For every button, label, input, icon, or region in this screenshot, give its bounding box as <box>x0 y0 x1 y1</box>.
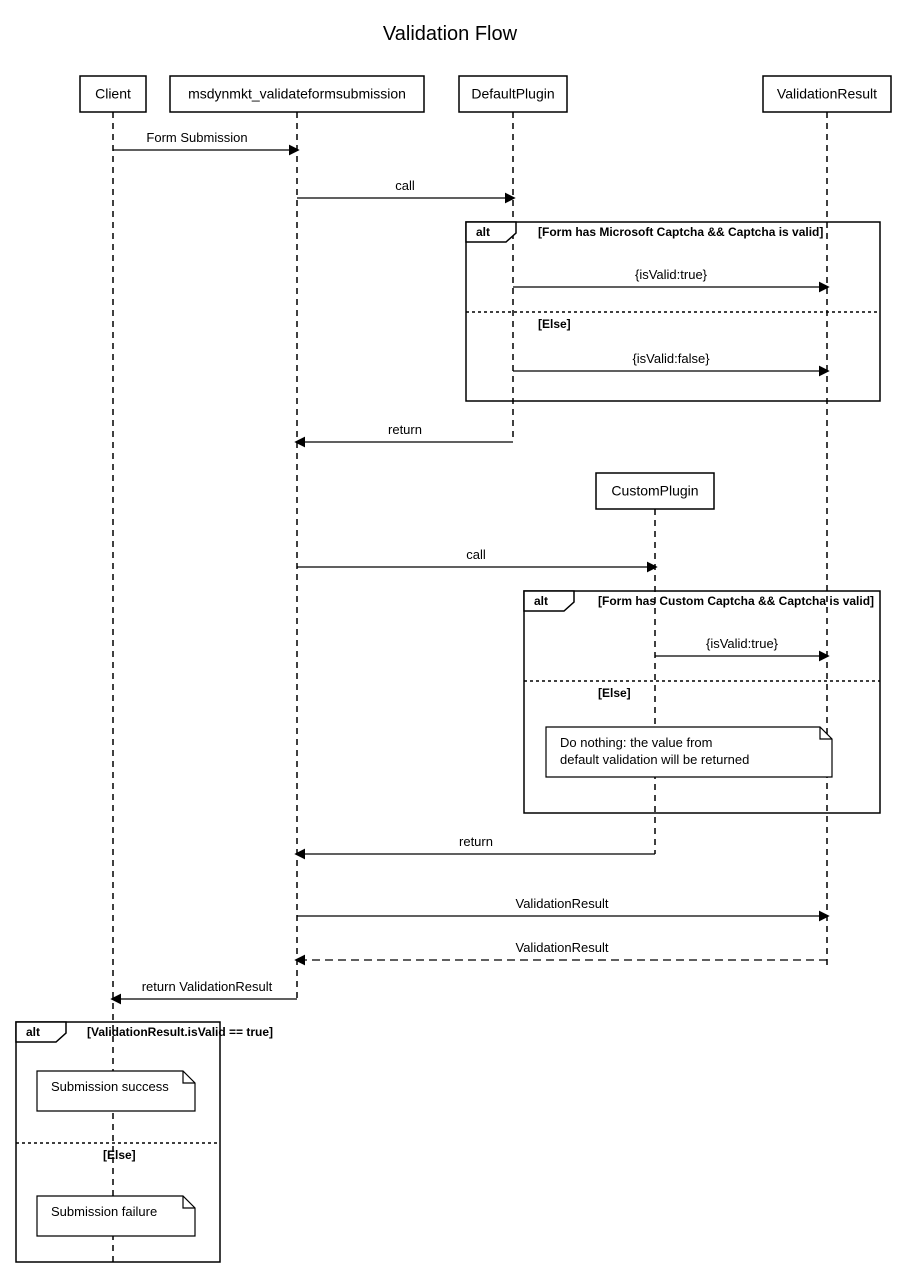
frame-tab-alt2 <box>524 591 574 611</box>
frame-alt2 <box>524 591 880 813</box>
participant-label-client: Client <box>95 86 131 102</box>
message-label-m10: ValidationResult <box>516 940 609 955</box>
participant-label-defaultplugin: DefaultPlugin <box>471 86 554 102</box>
message-label-m2: call <box>395 178 415 193</box>
message-label-m6: call <box>466 547 486 562</box>
frame-tag-alt1: alt <box>476 225 490 239</box>
note-text-n1-0: Do nothing: the value from <box>560 735 712 750</box>
message-label-m4: {isValid:false} <box>632 351 710 366</box>
message-label-m5: return <box>388 422 422 437</box>
note-text-n3-0: Submission failure <box>51 1204 157 1219</box>
frame-tab-alt3 <box>16 1022 66 1042</box>
message-label-m7: {isValid:true} <box>706 636 779 651</box>
frame-guard1-alt1: [Form has Microsoft Captcha && Captcha i… <box>538 225 823 239</box>
frame-guard1-alt2: [Form has Custom Captcha && Captcha is v… <box>598 594 874 608</box>
message-label-m11: return ValidationResult <box>142 979 273 994</box>
message-label-m9: ValidationResult <box>516 896 609 911</box>
participant-label-customplugin: CustomPlugin <box>611 483 698 499</box>
frame-guard2-alt1: [Else] <box>538 317 571 331</box>
diagram-title: Validation Flow <box>383 23 518 45</box>
sequence-diagram: Validation Flow Client msdynmkt_validatefo… <box>0 0 900 1282</box>
participant-label-validate: msdynmkt_validateformsubmission <box>188 86 406 102</box>
frame-guard1-alt3: [ValidationResult.isValid == true] <box>87 1025 273 1039</box>
frame-guard2-alt3: [Else] <box>103 1148 136 1162</box>
frame-tag-alt3: alt <box>26 1025 40 1039</box>
frame-guard2-alt2: [Else] <box>598 686 631 700</box>
frame-tab-alt1 <box>466 222 516 242</box>
note-text-n1-1: default validation will be returned <box>560 752 749 767</box>
message-label-m3: {isValid:true} <box>635 267 708 282</box>
frame-tag-alt2: alt <box>534 594 548 608</box>
message-label-m8: return <box>459 834 493 849</box>
note-text-n2-0: Submission success <box>51 1079 169 1094</box>
participant-label-validationresult: ValidationResult <box>777 86 877 102</box>
message-label-m1: Form Submission <box>146 130 247 145</box>
